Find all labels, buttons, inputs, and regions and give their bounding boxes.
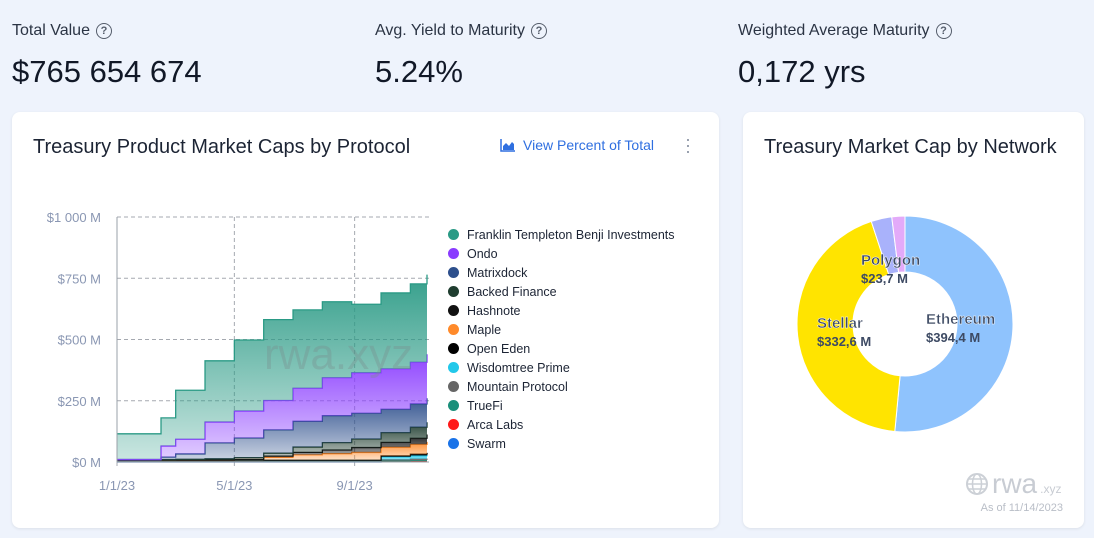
- legend-label: Swarm: [467, 436, 506, 451]
- card-title: Treasury Product Market Caps by Protocol: [33, 136, 411, 158]
- legend-swatch: [448, 438, 459, 449]
- x-tick-label: 9/1/23: [337, 478, 373, 493]
- area-wisdomtree-prime: [117, 454, 427, 462]
- chart-legend: Franklin Templeton Benji Investments Ondo…: [448, 225, 675, 453]
- legend-item[interactable]: Wisdomtree Prime: [448, 358, 675, 377]
- legend-swatch: [448, 229, 459, 240]
- kpi-label: Weighted Average Maturity: [738, 22, 930, 39]
- legend-label: Hashnote: [467, 303, 521, 318]
- kpi-total-value: Total Value? $765 654 674: [12, 22, 202, 90]
- kpi-value: $765 654 674: [12, 54, 202, 89]
- legend-label: Ondo: [467, 246, 498, 261]
- help-icon[interactable]: ?: [935, 23, 952, 39]
- kpi-value: 5.24%: [375, 54, 463, 89]
- y-tick-label: $750 M: [58, 271, 101, 286]
- legend-label: Mountain Protocol: [467, 379, 568, 394]
- rwa-logo: rwa .xyz: [965, 468, 1061, 500]
- help-icon[interactable]: ?: [531, 23, 547, 39]
- legend-label: Wisdomtree Prime: [467, 360, 570, 375]
- slice-name-label: Stellar: [817, 315, 863, 332]
- kpi-label: Avg. Yield to Maturity: [375, 22, 525, 39]
- legend-item[interactable]: Hashnote: [448, 301, 675, 320]
- legend-label: Matrixdock: [467, 265, 528, 280]
- protocol-chart-card: Treasury Product Market Caps by Protocol…: [12, 112, 719, 528]
- kpi-value: 0,172 yrs: [738, 54, 866, 89]
- area-ondo: [117, 354, 427, 460]
- help-icon[interactable]: ?: [95, 23, 112, 39]
- slice-value-label: $394,4 M: [926, 330, 980, 345]
- legend-item[interactable]: Backed Finance: [448, 282, 675, 301]
- view-percent-label: View Percent of Total: [523, 137, 655, 153]
- slice-value-label: $332,6 M: [817, 334, 871, 349]
- slice-ethereum: [894, 215, 1014, 433]
- legend-swatch: [448, 267, 459, 278]
- legend-swatch: [448, 343, 459, 354]
- view-percent-button[interactable]: View Percent of Total: [500, 137, 654, 153]
- card-title: Treasury Market Cap by Network: [764, 136, 1057, 158]
- legend-item[interactable]: Maple: [448, 320, 675, 339]
- area-backed-finance: [117, 422, 427, 461]
- slice-name-label: Ethereum: [926, 311, 995, 328]
- legend-label: Franklin Templeton Benji Investments: [467, 227, 675, 242]
- legend-swatch: [448, 248, 459, 259]
- legend-label: Maple: [467, 322, 502, 337]
- slice-stellar: [796, 220, 901, 433]
- legend-swatch: [448, 362, 459, 373]
- area-hashnote: [117, 434, 427, 461]
- legend-swatch: [448, 381, 459, 392]
- legend-item[interactable]: Open Eden: [448, 339, 675, 358]
- legend-label: Backed Finance: [467, 284, 557, 299]
- globe-icon: [966, 473, 988, 495]
- y-tick-label: $250 M: [58, 394, 101, 409]
- donut-chart: Ethereum $394,4 M Stellar $332,6 M Polygon $2…: [796, 215, 1014, 433]
- as-of-date: As of 11/14/2023: [980, 502, 1063, 514]
- legend-item[interactable]: Matrixdock: [448, 263, 675, 282]
- y-tick-label: $0 M: [72, 455, 101, 470]
- legend-label: TrueFi: [467, 398, 503, 413]
- y-tick-label: $500 M: [58, 333, 101, 348]
- slice-name-label: Polygon: [861, 252, 920, 269]
- watermark: rwa: [992, 468, 1038, 499]
- area-maple: [117, 441, 427, 461]
- slice-value-label: $23,7 M: [861, 271, 908, 286]
- more-options-icon[interactable]: · · ·: [685, 129, 691, 161]
- y-tick-label: $1 000 M: [47, 210, 101, 225]
- area-chart-icon: [500, 139, 515, 152]
- area-matrixdock: [117, 398, 427, 461]
- legend-item[interactable]: Franklin Templeton Benji Investments: [448, 225, 675, 244]
- x-tick-label: 1/1/23: [99, 478, 135, 493]
- line-franklin-templeton-benji-investments: [117, 274, 428, 435]
- legend-swatch: [448, 419, 459, 430]
- watermark: rwa.xyz: [264, 330, 414, 379]
- network-chart-card: Treasury Market Cap by Network Ethereum $…: [743, 112, 1084, 528]
- legend-swatch: [448, 324, 459, 335]
- kpi-avg-yield: Avg. Yield to Maturity? 5.24%: [375, 22, 547, 90]
- legend-swatch: [448, 286, 459, 297]
- legend-swatch: [448, 400, 459, 411]
- stacked-area-chart: $0 M $250 M $500 M $750 M $1 000 M 1/1/23 5/1/…: [47, 210, 429, 493]
- legend-label: Arca Labs: [467, 417, 524, 432]
- legend-item[interactable]: Mountain Protocol: [448, 377, 675, 396]
- area-franklin-templeton-benji-investments: [117, 274, 427, 460]
- kpi-label: Total Value: [12, 22, 90, 39]
- legend-item[interactable]: Ondo: [448, 244, 675, 263]
- legend-item[interactable]: Swarm: [448, 434, 675, 453]
- legend-item[interactable]: TrueFi: [448, 396, 675, 415]
- legend-item[interactable]: Arca Labs: [448, 415, 675, 434]
- kpi-weighted-maturity: Weighted Average Maturity? 0,172 yrs: [738, 22, 952, 90]
- legend-label: Open Eden: [467, 341, 531, 356]
- slice-other: [891, 215, 906, 273]
- x-tick-label: 5/1/23: [216, 478, 252, 493]
- watermark-suffix: .xyz: [1040, 482, 1062, 496]
- legend-swatch: [448, 305, 459, 316]
